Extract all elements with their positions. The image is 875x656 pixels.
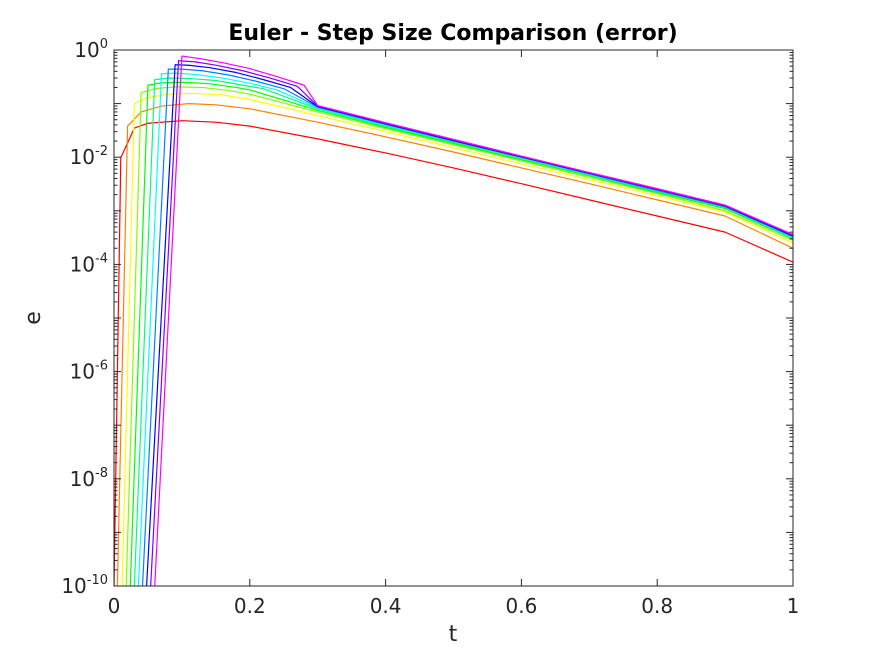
series-line-1 xyxy=(114,120,793,586)
x-axis-label: t xyxy=(449,622,458,647)
series-line-6 xyxy=(133,77,793,586)
x-tick-label-2: 0.4 xyxy=(370,594,402,618)
x-tick-labels: 0 0.2 0.4 0.6 0.8 1 xyxy=(108,594,800,618)
chart-title: Euler - Step Size Comparison (error) xyxy=(228,21,677,46)
y-tick-label-2: 10-4 xyxy=(70,251,108,276)
y-tick-label-3: 10-6 xyxy=(70,359,108,384)
x-tick-label-1: 0.2 xyxy=(234,594,266,618)
series-line-3 xyxy=(121,92,793,586)
axes-box xyxy=(113,49,794,587)
x-tick-label-5: 1 xyxy=(787,594,800,618)
series-line-2 xyxy=(116,103,793,586)
x-tick-label-4: 0.8 xyxy=(641,594,673,618)
series-line-5 xyxy=(129,81,793,586)
y-tick-label-5: 10-10 xyxy=(61,573,108,598)
y-axis-label: e xyxy=(21,311,46,325)
y-tick-label-1: 10-2 xyxy=(70,144,108,169)
y-tick-label-0: 100 xyxy=(74,37,108,62)
x-tick-label-3: 0.6 xyxy=(505,594,537,618)
series-line-4 xyxy=(125,86,793,586)
tick-marks xyxy=(113,49,794,587)
series-line-11 xyxy=(154,55,793,586)
y-tick-label-4: 10-8 xyxy=(70,466,108,491)
x-tick-label-0: 0 xyxy=(108,594,121,618)
y-tick-labels: 100 10-2 10-4 10-6 10-8 10-10 xyxy=(61,37,108,598)
series-layer xyxy=(114,55,793,586)
plot-area xyxy=(114,50,793,586)
